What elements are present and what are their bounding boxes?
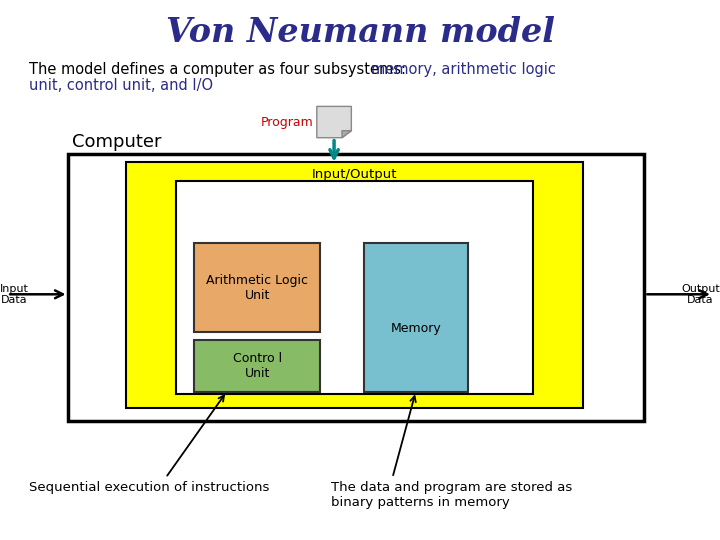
- FancyBboxPatch shape: [68, 154, 644, 421]
- FancyBboxPatch shape: [194, 243, 320, 332]
- Text: The data and program are stored as
binary patterns in memory: The data and program are stored as binar…: [331, 481, 572, 509]
- Text: Input
Data: Input Data: [0, 284, 29, 305]
- FancyBboxPatch shape: [126, 162, 583, 408]
- Text: The model defines a computer as four subsystems:: The model defines a computer as four sub…: [29, 62, 410, 77]
- Text: memory, arithmetic logic: memory, arithmetic logic: [371, 62, 556, 77]
- FancyBboxPatch shape: [176, 181, 533, 394]
- Text: Sequential execution of instructions: Sequential execution of instructions: [29, 481, 269, 494]
- Text: Computer: Computer: [72, 133, 161, 151]
- Text: Von Neumann model: Von Neumann model: [166, 16, 554, 49]
- Text: Arithmetic Logic
Unit: Arithmetic Logic Unit: [207, 274, 308, 301]
- Text: Memory: Memory: [390, 321, 441, 335]
- FancyBboxPatch shape: [364, 243, 468, 392]
- Text: Program: Program: [261, 116, 313, 129]
- Polygon shape: [317, 106, 351, 138]
- Text: unit, control unit, and I/O: unit, control unit, and I/O: [29, 78, 213, 93]
- Polygon shape: [342, 131, 351, 138]
- Text: Input/Output: Input/Output: [312, 168, 397, 181]
- Text: Output
Data: Output Data: [681, 284, 720, 305]
- FancyBboxPatch shape: [194, 340, 320, 392]
- Text: Contro l
Unit: Contro l Unit: [233, 352, 282, 380]
